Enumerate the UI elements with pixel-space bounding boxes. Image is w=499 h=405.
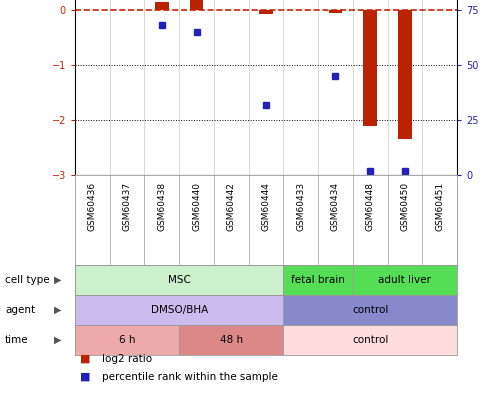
Text: cell type: cell type <box>5 275 49 285</box>
Bar <box>283 325 457 355</box>
Text: ▶: ▶ <box>54 335 61 345</box>
Text: MSC: MSC <box>168 275 191 285</box>
Text: GSM60437: GSM60437 <box>123 182 132 231</box>
Text: DMSO/BHA: DMSO/BHA <box>151 305 208 315</box>
Text: log2 ratio: log2 ratio <box>102 354 153 364</box>
Text: GSM60436: GSM60436 <box>88 182 97 231</box>
Text: GSM60434: GSM60434 <box>331 182 340 231</box>
Text: GSM60442: GSM60442 <box>227 182 236 231</box>
Text: ■: ■ <box>80 372 90 382</box>
Bar <box>75 265 283 295</box>
Text: GSM60433: GSM60433 <box>296 182 305 231</box>
Bar <box>259 10 273 15</box>
Bar <box>190 0 204 10</box>
Bar <box>179 325 283 355</box>
Text: control: control <box>352 305 388 315</box>
Text: 48 h: 48 h <box>220 335 243 345</box>
Text: time: time <box>5 335 28 345</box>
Text: GSM60450: GSM60450 <box>400 182 409 231</box>
Text: GSM60448: GSM60448 <box>366 182 375 231</box>
Bar <box>353 265 457 295</box>
Text: ■: ■ <box>80 354 90 364</box>
Text: fetal brain: fetal brain <box>291 275 345 285</box>
Bar <box>283 265 353 295</box>
Bar <box>328 10 342 13</box>
Text: adult liver: adult liver <box>378 275 431 285</box>
Text: GSM60440: GSM60440 <box>192 182 201 231</box>
Text: ▶: ▶ <box>54 275 61 285</box>
Text: GSM60444: GSM60444 <box>261 182 270 231</box>
Bar <box>75 295 283 325</box>
Bar <box>155 2 169 10</box>
Bar <box>283 295 457 325</box>
Text: GSM60451: GSM60451 <box>435 182 444 231</box>
Bar <box>363 10 377 126</box>
Text: percentile rank within the sample: percentile rank within the sample <box>102 372 278 382</box>
Text: GSM60438: GSM60438 <box>157 182 166 231</box>
Text: agent: agent <box>5 305 35 315</box>
Text: 6 h: 6 h <box>119 335 135 345</box>
Text: ▶: ▶ <box>54 305 61 315</box>
Text: control: control <box>352 335 388 345</box>
Bar <box>398 10 412 139</box>
Bar <box>75 325 179 355</box>
